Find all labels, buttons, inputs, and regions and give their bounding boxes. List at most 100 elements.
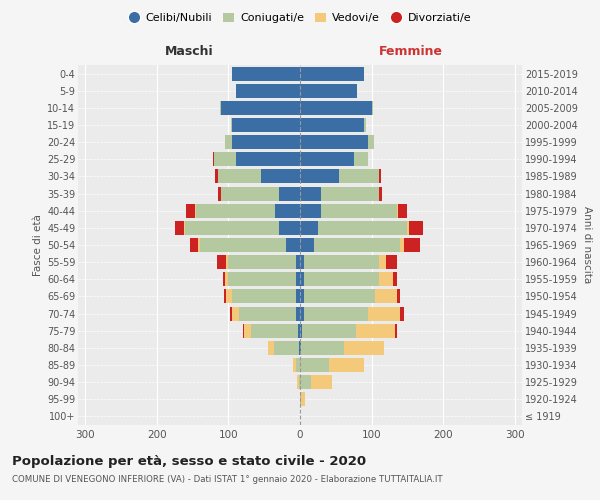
Bar (175, 221, 184, 235)
Bar (232, 118, 300, 132)
Bar (397, 204, 398, 218)
Bar (300, 84, 357, 98)
Bar (398, 204, 407, 218)
Bar (218, 186, 221, 200)
Bar (400, 238, 404, 252)
Bar (300, 341, 301, 355)
Bar (296, 358, 300, 372)
Bar (239, 306, 296, 320)
Bar (195, 204, 196, 218)
Bar (244, 324, 251, 338)
Bar (379, 170, 381, 183)
Bar (300, 290, 304, 304)
Bar (400, 306, 404, 320)
Bar (296, 290, 300, 304)
Bar (278, 221, 300, 235)
Bar (275, 204, 300, 218)
Bar (293, 358, 296, 372)
Bar (232, 306, 239, 320)
Bar (268, 341, 274, 355)
Bar (221, 186, 278, 200)
Y-axis label: Anni di nascita: Anni di nascita (581, 206, 592, 284)
Bar (314, 238, 400, 252)
Text: Popolazione per età, sesso e stato civile - 2020: Popolazione per età, sesso e stato civil… (12, 455, 366, 468)
Bar (299, 375, 300, 389)
Bar (212, 152, 214, 166)
Bar (260, 170, 300, 183)
Bar (274, 341, 299, 355)
Bar (220, 101, 221, 115)
Bar (296, 255, 300, 269)
Bar (196, 204, 275, 218)
Bar (300, 118, 364, 132)
Bar (300, 186, 322, 200)
Bar (214, 152, 236, 166)
Bar (226, 255, 227, 269)
Bar (230, 306, 232, 320)
Bar (393, 272, 397, 286)
Bar (379, 272, 393, 286)
Y-axis label: Fasce di età: Fasce di età (32, 214, 43, 276)
Bar (185, 221, 278, 235)
Bar (225, 272, 229, 286)
Bar (371, 101, 373, 115)
Bar (364, 118, 366, 132)
Bar (296, 306, 300, 320)
Bar (236, 84, 300, 98)
Bar (300, 152, 354, 166)
Bar (304, 255, 379, 269)
Bar (297, 375, 299, 389)
Bar (232, 290, 296, 304)
Bar (302, 324, 356, 338)
Bar (184, 221, 185, 235)
Bar (300, 135, 368, 149)
Bar (299, 341, 300, 355)
Bar (300, 324, 302, 338)
Bar (223, 272, 225, 286)
Bar (300, 255, 304, 269)
Bar (286, 238, 300, 252)
Bar (225, 135, 232, 149)
Bar (251, 324, 298, 338)
Bar (229, 272, 296, 286)
Bar (236, 152, 300, 166)
Legend: Celibi/Nubili, Coniugati/e, Vedovi/e, Divorziati/e: Celibi/Nubili, Coniugati/e, Vedovi/e, Di… (124, 8, 476, 28)
Bar (395, 324, 397, 338)
Bar (190, 238, 199, 252)
Bar (215, 170, 218, 183)
Bar (375, 290, 397, 304)
Bar (311, 375, 332, 389)
Bar (344, 341, 384, 355)
Bar (340, 170, 379, 183)
Text: Femmine: Femmine (379, 45, 443, 58)
Bar (329, 358, 364, 372)
Bar (300, 221, 318, 235)
Bar (232, 66, 300, 80)
Bar (304, 290, 375, 304)
Bar (300, 272, 304, 286)
Bar (300, 66, 364, 80)
Bar (368, 306, 400, 320)
Bar (300, 306, 304, 320)
Bar (226, 290, 232, 304)
Bar (304, 306, 368, 320)
Bar (224, 290, 226, 304)
Bar (379, 255, 386, 269)
Bar (300, 238, 314, 252)
Bar (407, 221, 409, 235)
Bar (409, 221, 423, 235)
Bar (300, 204, 322, 218)
Bar (301, 392, 305, 406)
Bar (278, 186, 300, 200)
Bar (300, 392, 301, 406)
Bar (354, 152, 368, 166)
Bar (200, 238, 286, 252)
Bar (300, 170, 340, 183)
Bar (404, 238, 419, 252)
Bar (300, 358, 329, 372)
Bar (386, 255, 397, 269)
Bar (230, 118, 232, 132)
Bar (397, 290, 400, 304)
Bar (322, 186, 379, 200)
Text: Maschi: Maschi (164, 45, 214, 58)
